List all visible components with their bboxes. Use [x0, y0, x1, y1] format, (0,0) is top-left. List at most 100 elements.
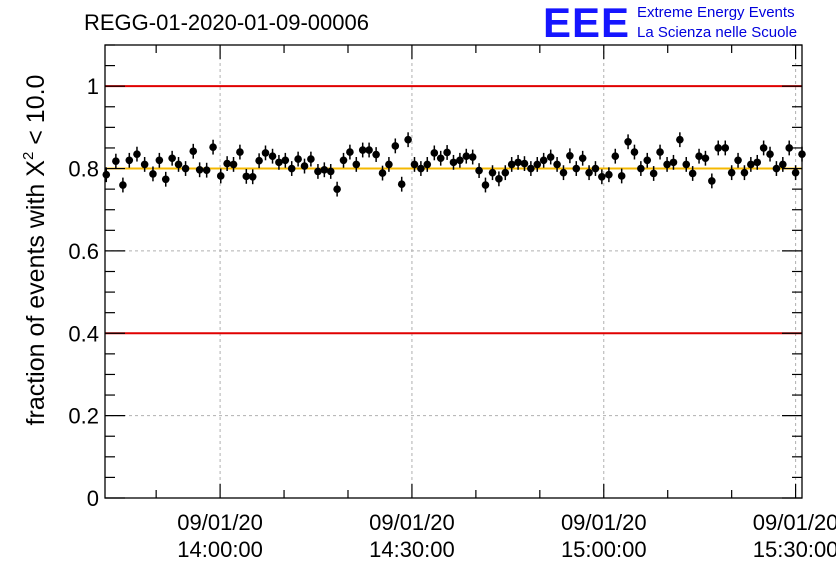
data-point — [385, 160, 393, 169]
data-point — [759, 144, 768, 152]
data-point — [559, 168, 568, 177]
data-point — [520, 159, 529, 168]
data-point — [514, 158, 522, 167]
data-point — [553, 160, 561, 169]
data-point — [430, 149, 439, 157]
data-point — [481, 181, 490, 189]
data-point — [539, 156, 548, 165]
data-point — [578, 154, 587, 163]
data-point — [125, 156, 134, 165]
data-point — [189, 147, 198, 156]
eee-logo: EEE — [543, 0, 631, 46]
data-point — [701, 154, 710, 163]
y-axis-label: fraction of events with X2 < 10.0 — [20, 75, 50, 426]
data-point — [468, 153, 477, 161]
data-point — [643, 156, 652, 165]
data-point — [669, 158, 678, 167]
axis-ticks — [105, 44, 802, 499]
data-point — [268, 152, 277, 160]
data-point — [475, 166, 483, 175]
data-point — [181, 164, 190, 173]
data-point — [397, 180, 406, 188]
data-point — [174, 160, 183, 169]
data-point — [740, 168, 749, 177]
data-point — [611, 152, 620, 160]
data-point — [149, 170, 157, 178]
data-point — [566, 151, 574, 160]
data-point — [449, 158, 458, 167]
x-tick-label-time: 15:00:00 — [561, 537, 647, 562]
data-point — [195, 165, 204, 174]
data-point — [747, 160, 755, 169]
data-point — [372, 150, 380, 159]
data-point — [721, 144, 730, 152]
data-point — [209, 143, 217, 151]
data-point — [119, 181, 127, 189]
y-tick-label: 0.8 — [68, 157, 99, 182]
data-point — [546, 153, 555, 161]
data-point — [507, 160, 516, 169]
data-point — [779, 160, 787, 169]
chart-title: REGG-01-2020-01-09-00006 — [84, 10, 369, 35]
data-point — [365, 146, 373, 154]
data-point — [242, 172, 251, 181]
data-point — [598, 172, 606, 181]
data-point — [281, 156, 290, 165]
data-point — [320, 165, 329, 174]
data-point — [527, 164, 535, 173]
data-point — [102, 170, 111, 179]
data-point — [772, 164, 781, 173]
data-point — [307, 155, 315, 163]
data-point — [727, 168, 736, 177]
data-point — [462, 152, 471, 160]
data-point — [488, 168, 497, 177]
data-point — [624, 137, 632, 146]
data-point — [358, 146, 367, 154]
data-point — [326, 167, 335, 176]
y-tick-labels: 0 0.2 0.4 0.6 0.8 1 — [68, 74, 99, 511]
data-point — [791, 168, 800, 177]
x-tick-label-date: 09/01/20 — [561, 510, 647, 535]
data-point — [161, 175, 170, 184]
data-point — [410, 160, 419, 169]
y-tick-label: 0.2 — [68, 404, 99, 429]
data-point — [766, 150, 774, 158]
y-tick-label: 0.4 — [68, 321, 99, 346]
data-point — [352, 160, 361, 169]
data-point — [605, 170, 613, 179]
data-point — [133, 150, 141, 158]
data-point — [456, 156, 464, 165]
x-tick-label-time: 15:30:00 — [753, 537, 836, 562]
data-points — [102, 132, 806, 197]
data-point — [168, 154, 176, 163]
data-point — [585, 168, 593, 177]
data-point — [663, 160, 671, 169]
data-point — [112, 157, 120, 165]
data-point — [294, 155, 302, 163]
data-point — [734, 156, 742, 165]
data-point — [248, 172, 257, 181]
data-point — [216, 172, 225, 180]
data-point — [656, 148, 664, 156]
data-point — [378, 169, 387, 177]
data-point — [423, 160, 432, 169]
x-tick-label-date: 09/01/20 — [177, 510, 263, 535]
data-point — [501, 168, 510, 177]
data-point — [591, 164, 600, 173]
data-point — [346, 148, 354, 156]
data-point — [572, 164, 581, 173]
data-point — [708, 177, 716, 185]
data-point — [339, 156, 348, 165]
plot-area — [105, 45, 802, 498]
y-tick-label: 0 — [87, 486, 99, 511]
data-point — [637, 164, 645, 173]
data-point — [695, 152, 703, 160]
x-tick-label-date: 09/01/20 — [753, 510, 836, 535]
data-point — [314, 167, 322, 176]
data-point — [275, 158, 283, 167]
data-point — [630, 148, 639, 156]
data-point — [714, 144, 723, 152]
data-point — [785, 144, 794, 152]
y-tick-label: 1 — [87, 74, 99, 99]
